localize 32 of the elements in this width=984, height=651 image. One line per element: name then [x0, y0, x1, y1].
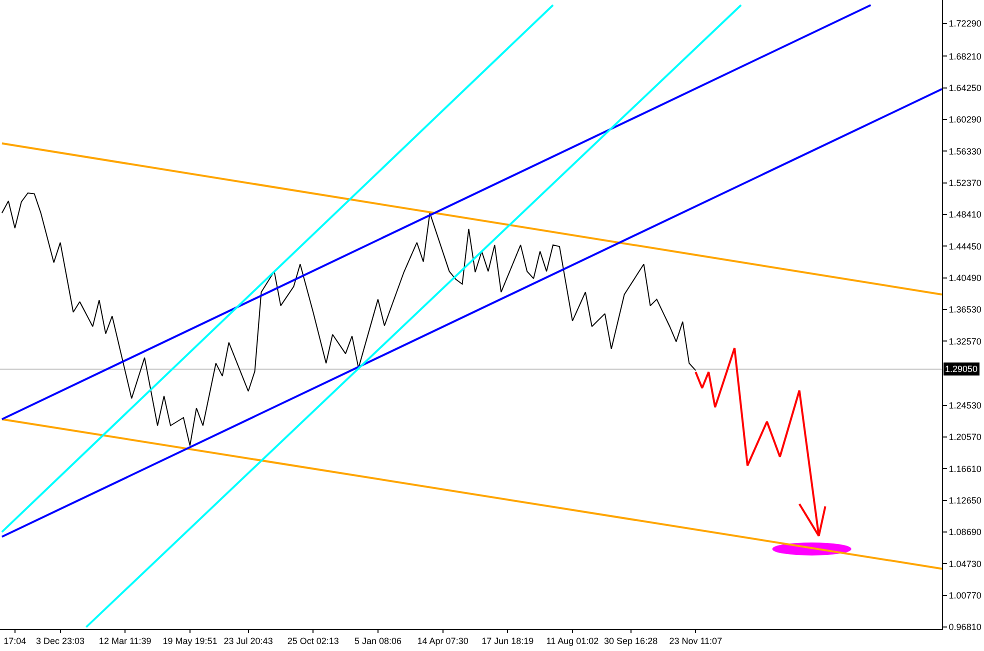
y-tick-label: 1.44450	[948, 241, 982, 252]
y-tick-label: 1.20570	[948, 432, 982, 442]
y-tick-label: 0.96810	[948, 622, 982, 632]
x-tick-label: 19 May 19:51	[162, 636, 218, 646]
y-tick-label: 1.48410	[948, 210, 982, 220]
x-tick-label: 25 Oct 02:13	[287, 636, 339, 646]
x-tick-label: 17:04	[4, 636, 26, 646]
x-tick-label: 3 Dec 23:03	[36, 636, 85, 646]
y-tick-label: 1.24530	[948, 400, 982, 411]
x-tick-label: 30 Sep 16:28	[604, 636, 658, 646]
y-tick-label: 1.08690	[948, 527, 982, 538]
y-tick-label: 1.56330	[948, 146, 982, 156]
y-tick-label: 1.04730	[948, 558, 982, 569]
x-tick-label: 5 Jan 08:06	[354, 636, 402, 646]
y-tick-label: 1.36530	[948, 304, 982, 315]
y-tick-label: 1.40490	[948, 272, 982, 283]
x-tick-label: 11 Aug 01:02	[546, 636, 599, 646]
x-tick-label: 12 Mar 11:39	[98, 636, 152, 646]
y-tick-label: 1.00770	[948, 590, 982, 600]
x-tick-label: 23 Jul 20:43	[224, 636, 273, 646]
y-tick-label: 1.64250	[948, 83, 982, 94]
x-tick-label: 17 Jun 18:19	[482, 636, 534, 646]
y-tick-label: 1.16610	[948, 464, 982, 474]
y-tick-label: 1.60290	[948, 114, 982, 125]
y-tick-label: 1.32570	[948, 336, 982, 346]
y-tick-label: 1.72290	[948, 18, 982, 29]
y-tick-label: 1.12650	[948, 496, 982, 506]
y-tick-label: 1.68210	[948, 51, 982, 62]
ref-line-label: 1.29050	[945, 364, 978, 374]
x-tick-label: 14 Apr 07:30	[417, 636, 468, 646]
y-tick-label: 1.52370	[948, 178, 982, 188]
x-tick-label: 23 Nov 11:07	[669, 636, 722, 646]
